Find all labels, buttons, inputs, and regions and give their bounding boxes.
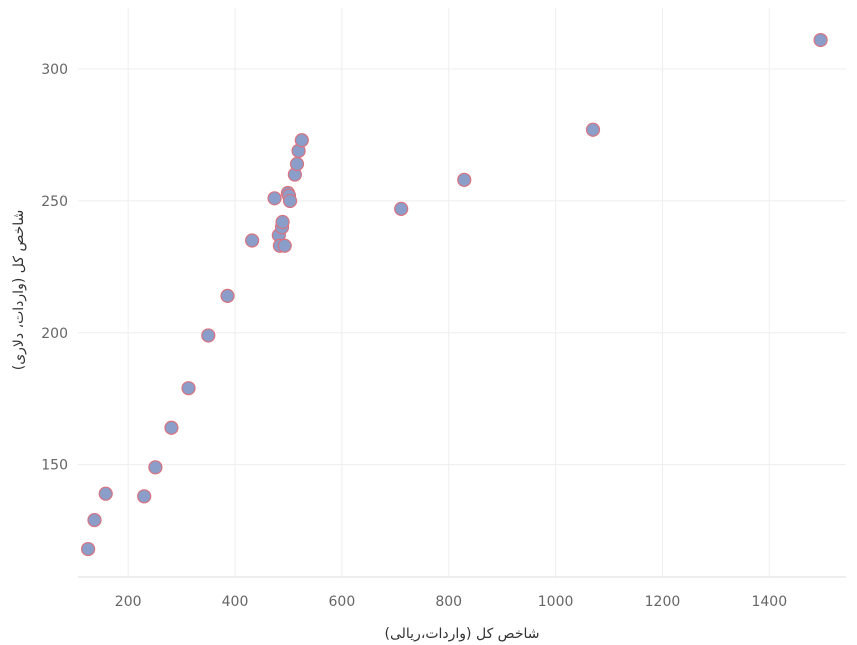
- data-point: [282, 193, 298, 209]
- data-point: [245, 233, 260, 248]
- y-axis-ticks: 150 200 250 300: [41, 62, 68, 474]
- data-point: [98, 486, 113, 501]
- x-tick-label: 1000: [538, 594, 574, 610]
- x-tick-label: 400: [222, 594, 249, 610]
- data-point: [87, 512, 102, 528]
- data-point: [294, 133, 309, 148]
- data-point: [289, 156, 305, 172]
- y-tick-label: 150: [41, 458, 68, 474]
- data-point: [164, 420, 179, 435]
- data-point: [394, 201, 409, 216]
- data-point: [137, 489, 152, 504]
- x-tick-label: 1200: [645, 594, 681, 610]
- data-point: [148, 460, 163, 475]
- x-tick-label: 1400: [751, 594, 787, 610]
- x-tick-label: 800: [435, 594, 462, 610]
- y-tick-label: 200: [41, 326, 68, 342]
- x-tick-label: 200: [115, 594, 142, 610]
- y-axis-title: شاخص کل (واردات، دلاری): [11, 210, 27, 371]
- data-point: [277, 238, 292, 253]
- data-point: [80, 541, 96, 557]
- y-tick-label: 300: [41, 62, 68, 78]
- data-point: [275, 214, 290, 230]
- data-point: [457, 172, 472, 187]
- data-point: [201, 328, 216, 343]
- x-axis-title: شاخص کل (واردات،ریالی): [385, 626, 540, 642]
- data-points: [80, 32, 828, 557]
- grid: [78, 8, 846, 577]
- x-axis-ticks: 200 400 600 800 1000 1200 1400: [115, 594, 787, 610]
- data-point: [585, 122, 601, 137]
- data-point: [813, 32, 828, 48]
- y-tick-label: 250: [41, 194, 68, 210]
- data-point: [181, 381, 196, 396]
- data-point: [220, 288, 235, 303]
- data-point: [267, 191, 282, 206]
- x-tick-label: 600: [329, 594, 356, 610]
